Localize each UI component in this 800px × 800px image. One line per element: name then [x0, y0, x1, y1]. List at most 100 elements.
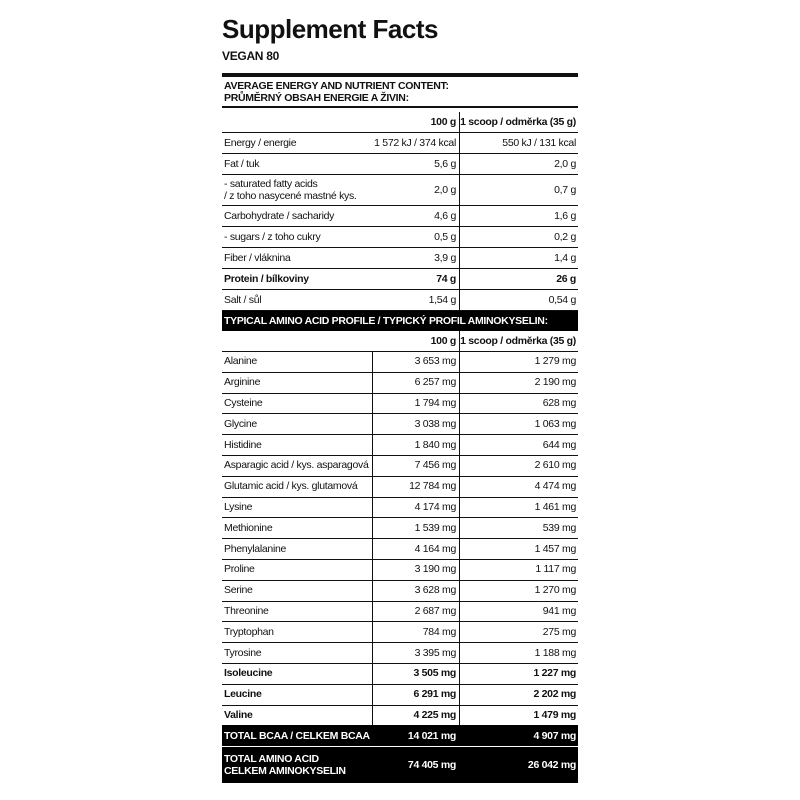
value-100g: 12 784 mg [409, 480, 456, 493]
value-100g: 6 257 mg [414, 376, 457, 389]
rule [222, 310, 578, 311]
row-label: Methionine [224, 521, 273, 534]
value-100g: 2 687 mg [414, 605, 457, 617]
value-scoop: 1 479 mg [533, 709, 576, 721]
value-100g: 3 190 mg [414, 563, 457, 576]
rule [222, 205, 578, 206]
row-label: Tryptophan [224, 625, 274, 638]
value-scoop: 1,6 g [554, 209, 576, 222]
rule [222, 351, 578, 352]
value-scoop: 0,54 g [548, 293, 577, 306]
rule [222, 538, 578, 540]
value-scoop: 0,2 g [554, 230, 576, 243]
rule [222, 455, 578, 456]
row-label: Threonine [224, 605, 269, 617]
row-label: Valine [224, 709, 253, 721]
value-scoop: 2 610 mg [534, 459, 577, 472]
value-scoop: 1 063 mg [534, 417, 577, 430]
rule [222, 746, 578, 748]
title: Supplement Facts [222, 14, 438, 44]
rule [222, 434, 578, 436]
row-label: CELKEM AMINOKYSELIN [224, 765, 346, 778]
value-100g: 7 456 mg [414, 459, 457, 472]
value-scoop: 2,0 g [554, 157, 576, 170]
col-rule [459, 331, 460, 726]
value-100g: 4 164 mg [414, 542, 457, 555]
value-scoop: 1,4 g [554, 251, 576, 264]
value-100g: 1 794 mg [414, 397, 457, 409]
row-label: Phenylalanine [224, 542, 287, 555]
value-scoop: 941 mg [542, 605, 577, 617]
row-label: Carbohydrate / sacharidy [224, 209, 335, 222]
rule [222, 517, 578, 519]
value-scoop: 628 mg [542, 397, 577, 409]
value-scoop: 26 042 mg [527, 759, 576, 772]
value-100g: 3 395 mg [414, 646, 457, 659]
value-100g: 4 225 mg [413, 709, 456, 721]
rule [222, 413, 578, 415]
row-label: Glutamic acid / kys. glutamová [224, 480, 358, 493]
value-scoop: 4 474 mg [534, 480, 577, 493]
row-label: Asparagic acid / kys. asparagová [224, 459, 369, 472]
section-heading: TYPICAL AMINO ACID PROFILE / TYPICKÝ PRO… [224, 315, 548, 327]
row-label: Histidine [224, 438, 262, 451]
row-label: - saturated fatty acids [224, 177, 318, 190]
row-label: Glycine [224, 417, 257, 430]
value-scoop: 2 202 mg [533, 688, 576, 701]
row-label: Lysine [224, 501, 253, 513]
value-100g: 3 653 mg [414, 355, 457, 368]
rule [222, 226, 578, 227]
row-label: Energy / energie [224, 136, 297, 149]
value-scoop: 1 227 mg [533, 667, 576, 680]
col-header: 100 g [430, 335, 457, 347]
row-label: Proline [224, 563, 255, 576]
rule [222, 600, 578, 602]
row-label: Cysteine [224, 397, 263, 409]
value-100g: 2,0 g [434, 183, 456, 196]
row-label: Fiber / vláknina [224, 251, 291, 264]
value-scoop: 275 mg [542, 625, 577, 638]
rule [222, 371, 578, 373]
value-scoop: 26 g [556, 272, 576, 285]
rule [222, 174, 578, 175]
value-scoop: 1 457 mg [534, 542, 577, 555]
value-100g: 5,6 g [434, 157, 456, 170]
row-label: Salt / sůl [224, 293, 262, 306]
section-heading: PRŮMĚRNÝ OBSAH ENERGIE A ŽIVIN: [224, 92, 409, 104]
value-scoop: 2 190 mg [534, 376, 577, 389]
rule [222, 642, 578, 644]
row-label: TOTAL BCAA / CELKEM BCAA [224, 729, 370, 742]
row-label: Leucine [224, 688, 262, 701]
rule [222, 559, 578, 560]
value-scoop: 550 kJ / 131 kcal [502, 136, 576, 149]
col-header: 1 scoop / odměrka (35 g) [460, 116, 576, 128]
value-100g: 6 291 mg [413, 688, 456, 701]
rule [222, 579, 578, 581]
value-100g: 74 g [436, 272, 456, 285]
rule [222, 153, 578, 154]
value-100g: 4,6 g [434, 209, 456, 222]
value-scoop: 539 mg [542, 521, 577, 534]
value-100g: 74 405 mg [407, 759, 456, 772]
value-100g: 1 840 mg [414, 438, 457, 451]
rule [222, 392, 578, 394]
row-label: / z toho nasycené mastné kys. [224, 189, 357, 202]
value-100g: 3,9 g [434, 251, 456, 264]
col-header: 100 g [430, 116, 457, 128]
rule [222, 683, 578, 685]
rule [222, 475, 578, 477]
row-label: Isoleucine [224, 667, 273, 680]
rule [222, 73, 578, 77]
rule [222, 663, 578, 664]
value-100g: 1,54 g [428, 293, 457, 306]
section-bar [222, 311, 578, 331]
rule [222, 106, 578, 108]
value-100g: 0,5 g [434, 230, 456, 243]
col-rule [372, 351, 373, 726]
row-label: Fat / tuk [224, 157, 260, 170]
total-bar [222, 747, 578, 784]
value-100g: 4 174 mg [414, 501, 457, 513]
total-bar [222, 725, 578, 747]
value-100g: 3 038 mg [414, 417, 457, 430]
